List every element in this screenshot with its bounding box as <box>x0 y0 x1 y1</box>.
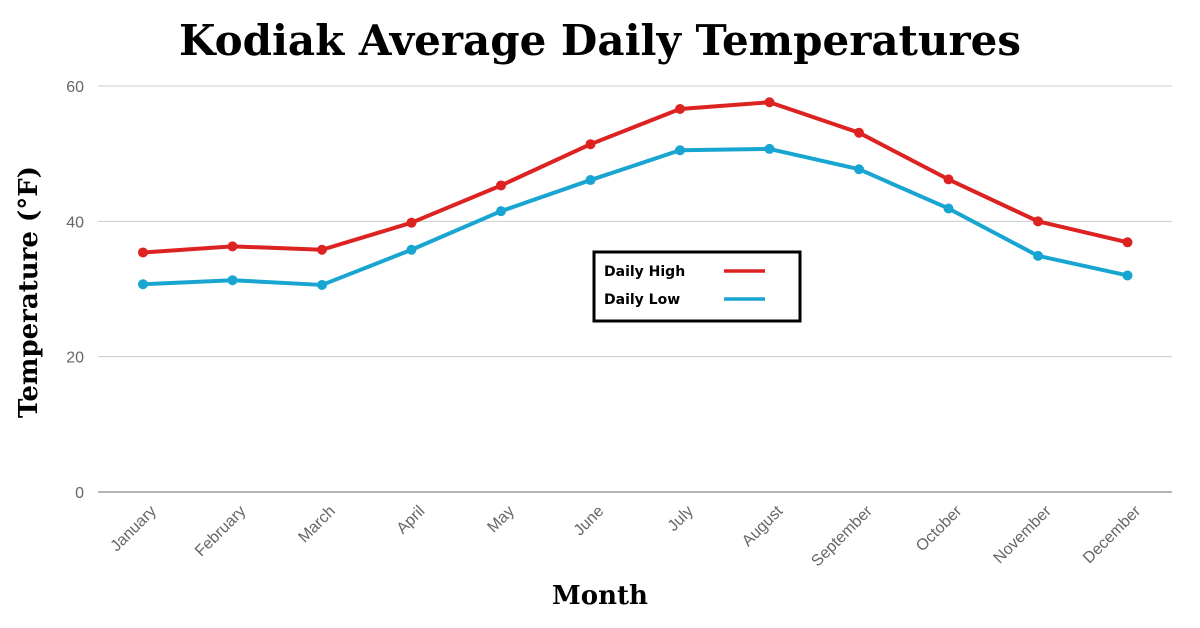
chart-title: Kodiak Average Daily Temperatures <box>179 16 1021 65</box>
data-point <box>943 174 954 185</box>
y-tick-labels: 0 20 40 60 <box>66 79 84 502</box>
legend-box <box>592 250 802 323</box>
x-axis-title: Month <box>552 581 648 611</box>
data-point <box>406 244 417 255</box>
data-point <box>854 164 864 175</box>
x-tick-label: September <box>808 502 876 570</box>
x-tick-label: May <box>484 503 517 536</box>
x-tick-label: April <box>394 503 429 538</box>
y-tick-label: 0 <box>75 485 84 502</box>
data-point <box>406 217 417 228</box>
data-point <box>585 175 596 186</box>
y-tick-label: 20 <box>66 350 84 367</box>
data-point <box>1033 250 1043 261</box>
data-point <box>585 139 596 150</box>
x-tick-labels: January February March April May June July Augu… <box>108 502 1145 570</box>
x-tick-label: November <box>991 502 1056 567</box>
x-tick-label: June <box>571 503 608 540</box>
data-point <box>138 279 148 290</box>
data-point <box>317 279 327 290</box>
data-point <box>1033 216 1043 227</box>
data-point <box>854 127 864 138</box>
y-axis-title: Temperature (°F) <box>14 166 44 418</box>
x-tick-label: December <box>1080 502 1145 567</box>
legend-label: Daily Low <box>604 292 680 308</box>
x-tick-label: October <box>913 502 966 555</box>
x-tick-label: March <box>295 503 338 546</box>
legend-label: Daily High <box>604 264 685 280</box>
y-tick-label: 60 <box>66 79 84 96</box>
data-point <box>764 97 775 108</box>
x-tick-label: July <box>665 503 697 535</box>
data-point <box>943 203 954 214</box>
series-group <box>138 97 1133 290</box>
y-tick-label: 40 <box>66 214 84 231</box>
grid <box>98 85 1172 493</box>
series-line-daily-high <box>141 100 1130 255</box>
data-point <box>496 180 506 191</box>
data-point <box>227 275 238 286</box>
data-point <box>1122 237 1133 248</box>
legend: Daily High Daily Low <box>592 250 802 323</box>
data-point <box>496 206 506 217</box>
data-point <box>317 244 327 255</box>
data-point <box>1122 270 1133 281</box>
data-point <box>675 145 685 156</box>
data-point <box>675 104 685 115</box>
x-tick-label: August <box>739 502 787 550</box>
data-point <box>227 241 238 252</box>
x-tick-label: January <box>108 503 160 555</box>
data-point <box>764 143 775 154</box>
x-tick-label: February <box>192 503 249 560</box>
series-line-daily-low <box>141 146 1130 287</box>
data-point <box>138 247 148 258</box>
